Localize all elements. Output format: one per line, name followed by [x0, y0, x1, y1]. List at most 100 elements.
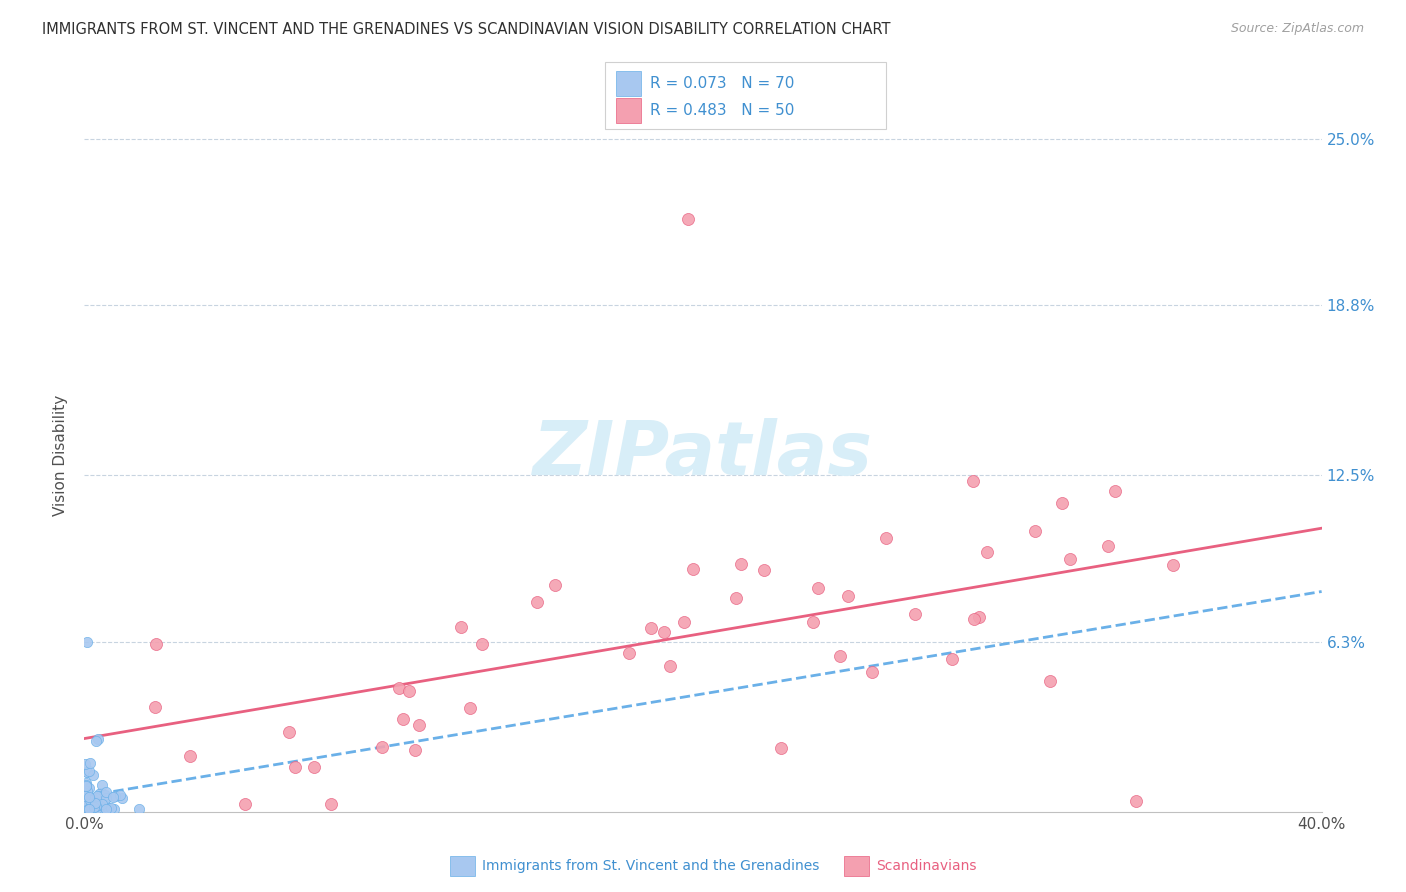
Point [450, 620, 472, 634]
Point [111, 791, 134, 805]
Point [77, 802, 100, 816]
Point [96, 802, 118, 816]
Point [108, 788, 131, 802]
Point [79, 800, 101, 814]
Point [278, 725, 301, 739]
Point [77, 802, 100, 816]
Point [807, 582, 830, 596]
Point [1161, 558, 1184, 572]
Point [104, 789, 127, 804]
Point [640, 621, 662, 635]
Point [1059, 551, 1081, 566]
Point [391, 711, 413, 725]
Text: Scandinavians: Scandinavians [876, 859, 976, 873]
Point [91, 802, 114, 816]
Point [94, 785, 117, 799]
Text: Immigrants from St. Vincent and the Grenadines: Immigrants from St. Vincent and the Gren… [482, 859, 820, 873]
Text: Source: ZipAtlas.com: Source: ZipAtlas.com [1230, 22, 1364, 36]
Point [617, 646, 640, 660]
Text: IMMIGRANTS FROM ST. VINCENT AND THE GRENADINES VS SCANDINAVIAN VISION DISABILITY: IMMIGRANTS FROM ST. VINCENT AND THE GREN… [42, 22, 890, 37]
Point [75, 779, 97, 793]
Point [962, 474, 984, 488]
Point [904, 607, 927, 621]
Point [87, 787, 110, 801]
Point [398, 684, 420, 698]
Point [79, 802, 101, 816]
Point [82, 797, 104, 811]
Point [672, 615, 695, 629]
Point [801, 615, 824, 629]
Point [83, 797, 105, 812]
Point [75, 788, 97, 802]
Point [1039, 674, 1062, 689]
Point [145, 637, 167, 651]
Point [1125, 794, 1147, 808]
Point [471, 637, 494, 651]
Point [89, 797, 111, 812]
Point [86, 789, 108, 803]
Point [84, 733, 107, 747]
Point [83, 800, 105, 814]
Point [77, 799, 100, 814]
Point [526, 595, 548, 609]
Point [86, 797, 108, 812]
Point [94, 791, 117, 805]
Point [76, 802, 98, 816]
Point [544, 578, 567, 592]
Point [75, 797, 97, 811]
Point [179, 749, 201, 764]
Point [458, 701, 481, 715]
Point [83, 792, 105, 806]
Point [941, 652, 963, 666]
Point [90, 797, 112, 811]
Point [682, 562, 704, 576]
Point [91, 778, 114, 792]
Point [1050, 496, 1073, 510]
Y-axis label: Vision Disability: Vision Disability [53, 394, 69, 516]
Text: R = 0.073   N = 70: R = 0.073 N = 70 [650, 77, 794, 91]
Point [82, 794, 104, 808]
Point [87, 732, 110, 747]
Point [76, 764, 98, 779]
Point [75, 788, 97, 802]
Point [875, 532, 897, 546]
Point [388, 681, 411, 696]
Point [75, 794, 97, 808]
Point [97, 801, 120, 815]
Point [82, 768, 104, 782]
Point [77, 780, 100, 795]
Point [89, 789, 111, 803]
Point [652, 625, 675, 640]
Point [84, 799, 107, 814]
Point [77, 790, 100, 805]
Point [90, 786, 112, 800]
Point [976, 545, 998, 559]
Point [75, 795, 97, 809]
Point [75, 778, 97, 792]
Point [76, 635, 98, 649]
Point [77, 764, 100, 778]
Point [80, 792, 103, 806]
Point [860, 665, 883, 679]
Point [967, 610, 990, 624]
Point [79, 756, 101, 770]
Point [752, 563, 775, 577]
Point [76, 765, 98, 780]
Text: ZIPatlas: ZIPatlas [533, 418, 873, 491]
Point [963, 612, 986, 626]
Point [658, 659, 681, 673]
Point [80, 797, 103, 811]
Point [75, 756, 97, 771]
Point [370, 739, 392, 754]
Point [143, 700, 166, 714]
Point [84, 790, 107, 805]
Point [837, 589, 859, 603]
Point [1104, 484, 1126, 499]
Text: R = 0.483   N = 50: R = 0.483 N = 50 [650, 103, 794, 118]
Point [77, 793, 100, 807]
Point [93, 789, 115, 803]
Point [79, 802, 101, 816]
Point [94, 797, 117, 812]
Point [304, 760, 326, 774]
Point [75, 789, 97, 803]
